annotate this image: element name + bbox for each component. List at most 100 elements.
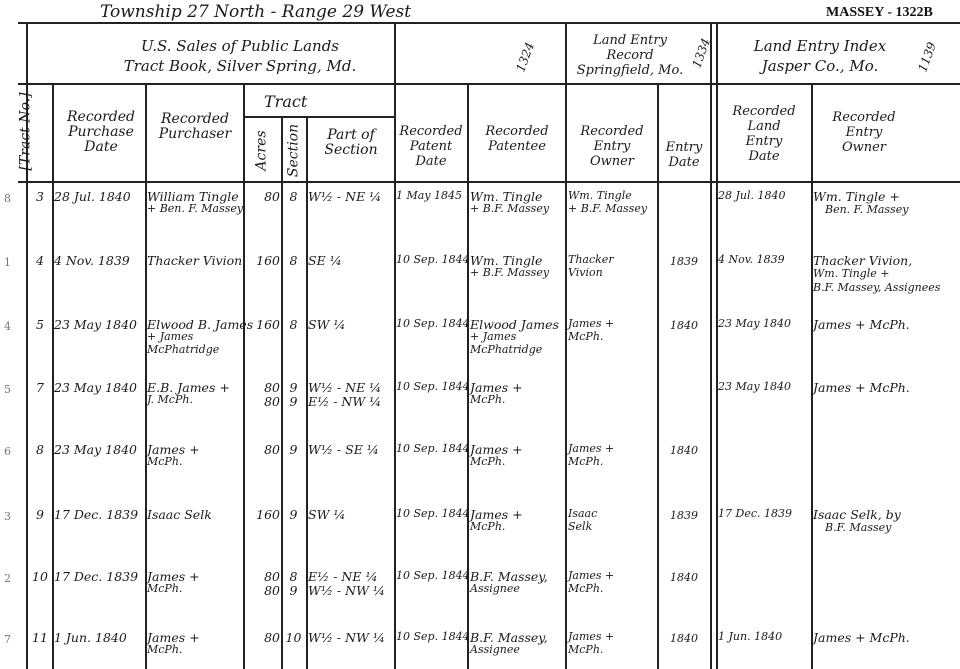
patentee-line: Assignee [470, 582, 520, 595]
patentee-line: + James [470, 330, 517, 343]
purchaser-line: J. McPh. [147, 393, 193, 406]
tract-number: 4 [36, 253, 44, 268]
header-tract-group: Tract [264, 92, 308, 111]
index-owner-line: James + McPh. [813, 630, 910, 645]
header-entry-date: Entry Date [659, 140, 709, 170]
tract-number: 10 [32, 569, 48, 584]
col-line [394, 22, 396, 669]
land-entry-date: 23 May 1840 [718, 380, 792, 393]
source-land-entry-line2: Record [606, 48, 654, 63]
purchase-date: 4 Nov. 1839 [54, 253, 130, 268]
entry-owner-line: McPh. [568, 643, 604, 656]
patentee-line: James + [470, 380, 523, 395]
entry-date: 1840 [670, 571, 698, 584]
source-land-entry-line3: Springfield, Mo. [576, 63, 684, 78]
entry-owner-line: Wm. Tingle [568, 189, 632, 202]
entry-date: 1840 [670, 632, 698, 645]
township-title: Township 27 North - Range 29 West [100, 2, 412, 22]
header-purchase-date-l3: Date [84, 139, 118, 155]
purchaser-line: James + [147, 569, 200, 584]
header-patent-date-l1: Recorded [399, 124, 463, 139]
purchase-date: 23 May 1840 [54, 442, 137, 457]
header-purchase-date: Recorded Purchase Date [58, 110, 144, 155]
part-of-section: W½ - NW ¼ [308, 583, 386, 598]
section-value: 9 [289, 583, 298, 598]
header-entry-owner: Recorded Entry Owner [568, 124, 656, 169]
land-entry-date: 23 May 1840 [718, 317, 792, 330]
patentee-line: James + [470, 442, 523, 457]
part-of-section: W½ - NE ¼ [308, 380, 382, 395]
header-land-entry-date: Recorded Land Entry Date [718, 104, 810, 164]
entry-owner-line: McPh. [568, 455, 604, 468]
index-owner-line: Isaac Selk, by [813, 507, 901, 522]
patentee-line: McPhatridge [470, 343, 543, 356]
source-index-number: 1139 [915, 40, 940, 74]
index-owner-line: B.F. Massey, Assignees [813, 281, 941, 294]
header-patentee: Recorded Patentee [470, 124, 564, 154]
purchase-date: 17 Dec. 1839 [54, 507, 139, 522]
part-of-section: W½ - NE ¼ [308, 189, 382, 204]
patentee-line: Assignee [470, 643, 520, 656]
purchaser-line: Thacker Vivion [147, 253, 243, 268]
part-of-section: E½ - NW ¼ [308, 394, 382, 409]
source-us-sales-number: 1324 [513, 40, 538, 74]
tract-number: 9 [36, 507, 44, 522]
margin-mark: 3 [4, 510, 11, 523]
acres-value: 80 [264, 380, 280, 395]
purchaser-line: James + [147, 630, 200, 645]
tract-number: 8 [36, 442, 44, 457]
patentee-line: Wm. Tingle [470, 189, 543, 204]
header-section: Section [285, 123, 302, 178]
purchaser-line: James + [147, 442, 200, 457]
part-of-section: SW ¼ [308, 317, 346, 332]
tract-number: 3 [36, 189, 44, 204]
acres-value: 80 [264, 394, 280, 409]
header-entry-date-l1: Entry [665, 140, 703, 155]
header-index-owner: Recorded Entry Owner [814, 110, 914, 155]
patent-date: 10 Sep. 1844 [396, 442, 470, 455]
col-line [243, 84, 245, 669]
patentee-line: + B.F. Massey [470, 266, 550, 279]
purchase-date: 28 Jul. 1840 [54, 189, 131, 204]
tract-number: 7 [36, 380, 44, 395]
entry-date: 1840 [670, 444, 698, 457]
col-line [716, 22, 718, 669]
section-value: 8 [289, 253, 298, 268]
patentee-line: McPh. [470, 393, 506, 406]
index-owner-line: James + McPh. [813, 380, 910, 395]
patentee-line: Elwood James [470, 317, 559, 332]
margin-mark: 7 [4, 633, 11, 646]
index-owner-line: B.F. Massey [825, 521, 892, 534]
header-entry-owner-l3: Owner [589, 154, 635, 169]
purchaser-line: + James [147, 330, 194, 343]
header-part-l2: Section [324, 142, 378, 158]
source-index-line1: Land Entry Index [753, 37, 887, 55]
index-owner-line: Wm. Tingle + [813, 267, 890, 280]
section-value: 9 [289, 507, 298, 522]
header-rule [18, 83, 960, 85]
margin-mark: 8 [4, 192, 11, 205]
tract-group-rule [243, 116, 394, 118]
margin-mark: 6 [4, 445, 11, 458]
patentee-line: B.F. Massey, [470, 569, 548, 584]
entry-owner-line: + B.F. Massey [568, 202, 648, 215]
entry-date: 1840 [670, 319, 698, 332]
part-of-section: SE ¼ [308, 253, 342, 268]
col-line [811, 84, 813, 669]
part-of-section: W½ - NW ¼ [308, 630, 386, 645]
col-line [52, 84, 54, 669]
index-owner-line: Thacker Vivion, [813, 253, 913, 268]
header-index-owner-l3: Owner [841, 140, 887, 155]
header-tract-no: [Tract No.] [17, 92, 34, 171]
header-patent-date-l2: Patent [409, 139, 453, 154]
acres-value: 160 [256, 253, 280, 268]
section-value: 8 [289, 569, 298, 584]
index-owner-line: Ben. F. Massey [825, 203, 909, 216]
acres-value: 160 [256, 507, 280, 522]
section-value: 9 [289, 380, 298, 395]
source-us-sales: U.S. Sales of Public Lands Tract Book, S… [90, 36, 390, 76]
section-value: 8 [289, 317, 298, 332]
header-le-date-l2: Land [747, 119, 781, 134]
patent-date: 10 Sep. 1844 [396, 253, 470, 266]
header-part-of-section: Part of Section [308, 128, 394, 158]
